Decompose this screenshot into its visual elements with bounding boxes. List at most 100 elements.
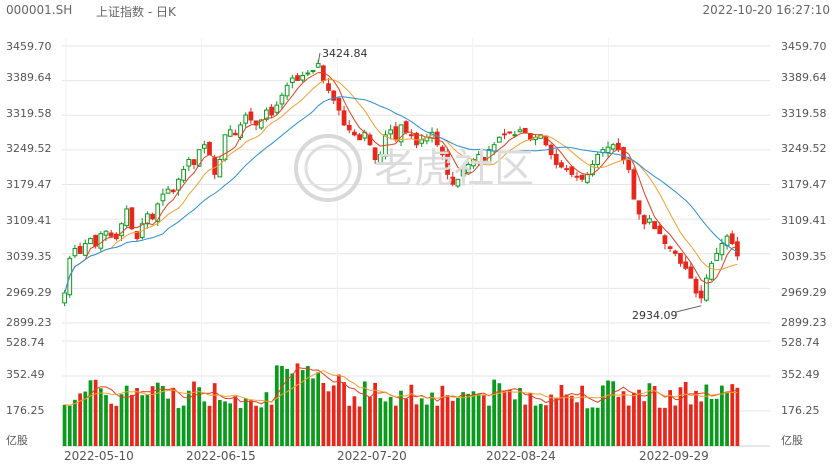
volume-bar [207,405,212,446]
candle-body [207,141,212,156]
volume-bar [471,391,476,446]
symbol-name: 上证指数 - 日K [96,5,176,19]
candle-body [264,109,269,120]
volume-tick-left: 352.49 [6,368,45,381]
volume-bar [476,393,481,446]
candle-body [709,262,714,280]
volume-bar [435,405,440,446]
volume-tick-right: 176.25 [781,404,820,417]
volume-bar [321,383,326,446]
watermark: 老虎社区 [290,130,590,210]
volume-bar [285,368,290,446]
price-tick-right: 2899.23 [781,316,827,329]
volume-bar [362,381,367,446]
date-tick: 2022-08-24 [486,449,556,463]
volume-bar [393,405,398,446]
volume-bar [735,387,740,446]
candle-body [352,131,357,136]
candle-body [507,131,513,134]
volume-bar [419,398,424,446]
candle-body [300,75,306,81]
volume-bar [274,365,279,446]
candle-body [124,208,130,227]
volume-bar [290,373,295,446]
candle-body [729,233,735,245]
volume-bar [316,372,321,446]
volume-bar [580,385,585,446]
volume-bar [212,383,217,446]
volume-bar [678,387,683,446]
volume-bar [176,408,181,446]
volume-tick-right: 528.74 [781,336,820,349]
volume-bar [549,394,553,446]
volume-bar [440,385,445,446]
candle-body [346,125,352,131]
volume-bar [378,397,383,446]
volume-bar [652,386,657,446]
candle-body [62,292,67,304]
volume-bar [507,389,512,446]
candle-body [434,131,440,146]
volume-bar [181,405,186,446]
volume-bar [714,398,719,446]
price-tick-left: 2969.29 [6,286,52,299]
candle-body [108,232,114,237]
volume-bar [487,405,491,446]
volume-bar [73,399,77,446]
volume-bar [259,407,264,446]
candle-body [238,124,243,139]
price-tick-right: 3109.41 [781,214,827,227]
date-tick: 2022-09-29 [639,449,709,463]
volume-bar [637,389,641,446]
volume-bar [67,405,72,446]
candle-body [579,174,585,180]
candle-body [703,277,709,301]
volume-bar [668,390,672,446]
price-tick-left: 3179.47 [6,178,52,191]
volume-bar [709,398,714,446]
volume-bar [544,405,548,446]
candle-body [145,213,150,225]
candle-body [279,94,285,105]
date-tick: 2022-06-15 [186,449,256,463]
volume-bar [523,404,528,446]
volume-bar [694,390,698,446]
volume-bar [88,380,93,446]
candle-body [408,134,414,137]
volume-bar [632,392,636,446]
price-tick-left: 3319.58 [6,107,52,120]
candle-body [88,238,93,245]
candle-body [496,136,502,143]
volume-bar [357,406,362,446]
price-tick-left: 3249.52 [6,142,52,155]
watermark-logo-icon: 老虎社区 [294,134,534,202]
candle-body [160,193,166,202]
candle-body [388,129,394,135]
high-pointer-line [317,52,321,64]
price-tick-left: 3389.64 [6,71,52,84]
volume-bar [585,408,590,446]
volume-bar [466,393,471,446]
volume-bar [83,391,88,446]
candle-body [517,129,523,133]
low-pointer-line [675,305,702,313]
candle-body [150,213,155,220]
volume-bar [399,390,403,446]
volume-bar [518,387,522,446]
candle-body [134,231,140,240]
candle-body [719,243,725,256]
candle-body [631,169,637,200]
volume-bar [114,405,119,446]
volume-bar [704,384,709,446]
volume-bar [409,384,414,446]
volume-bar [663,407,667,446]
volume-bar [461,392,465,446]
candle-body [93,234,99,247]
volume-bar [481,394,486,446]
volume-bar [342,382,346,446]
volume-bar [621,391,626,446]
candle-body [77,246,83,254]
candle-body [326,83,331,91]
candle-body [455,178,461,187]
